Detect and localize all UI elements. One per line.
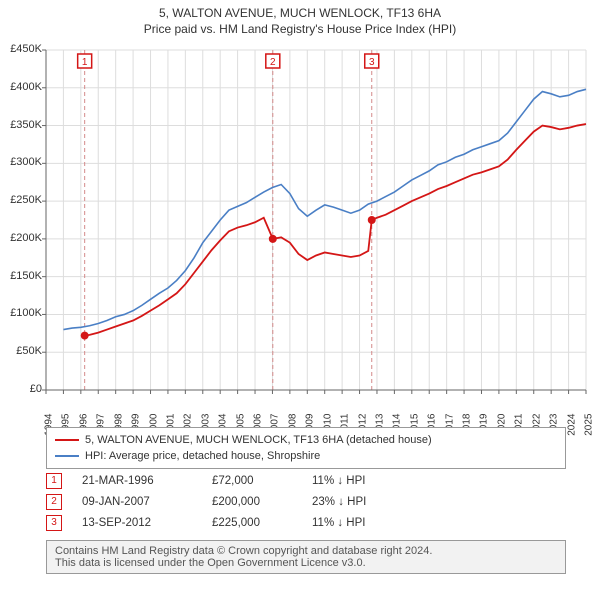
- legend-label: 5, WALTON AVENUE, MUCH WENLOCK, TF13 6HA…: [85, 434, 432, 446]
- sale-marker-icon: 3: [46, 515, 62, 531]
- y-tick-label: £200K: [0, 232, 42, 244]
- license-line2: This data is licensed under the Open Gov…: [55, 557, 557, 569]
- sale-diff: 11% ↓ HPI: [312, 475, 412, 487]
- sale-date: 09-JAN-2007: [82, 496, 212, 508]
- sale-row: 3 13-SEP-2012£225,00011% ↓ HPI: [46, 512, 412, 533]
- legend-label: HPI: Average price, detached house, Shro…: [85, 450, 320, 462]
- sale-marker-icon: 1: [46, 473, 62, 489]
- x-tick-label: 2024: [566, 414, 577, 444]
- legend-swatch: [55, 455, 79, 457]
- sale-price: £225,000: [212, 517, 312, 529]
- sale-price: £200,000: [212, 496, 312, 508]
- sale-diff: 11% ↓ HPI: [312, 517, 412, 529]
- sale-marker-icon: 2: [46, 494, 62, 510]
- legend-row: HPI: Average price, detached house, Shro…: [55, 448, 557, 464]
- legend: 5, WALTON AVENUE, MUCH WENLOCK, TF13 6HA…: [46, 427, 566, 469]
- sale-price: £72,000: [212, 475, 312, 487]
- y-tick-label: £0: [0, 383, 42, 395]
- chart: 1 2 3: [46, 50, 586, 390]
- title-subtitle: Price paid vs. HM Land Registry's House …: [0, 22, 600, 36]
- sale-date: 13-SEP-2012: [82, 517, 212, 529]
- root: 5, WALTON AVENUE, MUCH WENLOCK, TF13 6HA…: [0, 0, 600, 590]
- sale-date: 21-MAR-1996: [82, 475, 212, 487]
- y-tick-label: £100K: [0, 307, 42, 319]
- license: Contains HM Land Registry data © Crown c…: [46, 540, 566, 574]
- svg-text:1: 1: [82, 57, 88, 68]
- y-tick-label: £250K: [0, 194, 42, 206]
- sale-row: 1 21-MAR-1996£72,00011% ↓ HPI: [46, 470, 412, 491]
- y-tick-label: £400K: [0, 81, 42, 93]
- y-tick-label: £350K: [0, 119, 42, 131]
- x-tick-label: 2025: [584, 414, 595, 444]
- chart-svg: 1 2 3: [46, 50, 586, 390]
- title-address: 5, WALTON AVENUE, MUCH WENLOCK, TF13 6HA: [0, 6, 600, 20]
- svg-text:2: 2: [270, 57, 276, 68]
- sales-table: 121-MAR-1996£72,00011% ↓ HPI209-JAN-2007…: [46, 470, 412, 533]
- sale-diff: 23% ↓ HPI: [312, 496, 412, 508]
- svg-text:3: 3: [369, 57, 375, 68]
- license-line1: Contains HM Land Registry data © Crown c…: [55, 545, 557, 557]
- sale-row: 2 09-JAN-2007£200,00023% ↓ HPI: [46, 491, 412, 512]
- y-tick-label: £450K: [0, 43, 42, 55]
- legend-row: 5, WALTON AVENUE, MUCH WENLOCK, TF13 6HA…: [55, 432, 557, 448]
- y-tick-label: £150K: [0, 270, 42, 282]
- y-tick-label: £50K: [0, 345, 42, 357]
- title-block: 5, WALTON AVENUE, MUCH WENLOCK, TF13 6HA…: [0, 0, 600, 36]
- legend-swatch: [55, 439, 79, 441]
- y-tick-label: £300K: [0, 156, 42, 168]
